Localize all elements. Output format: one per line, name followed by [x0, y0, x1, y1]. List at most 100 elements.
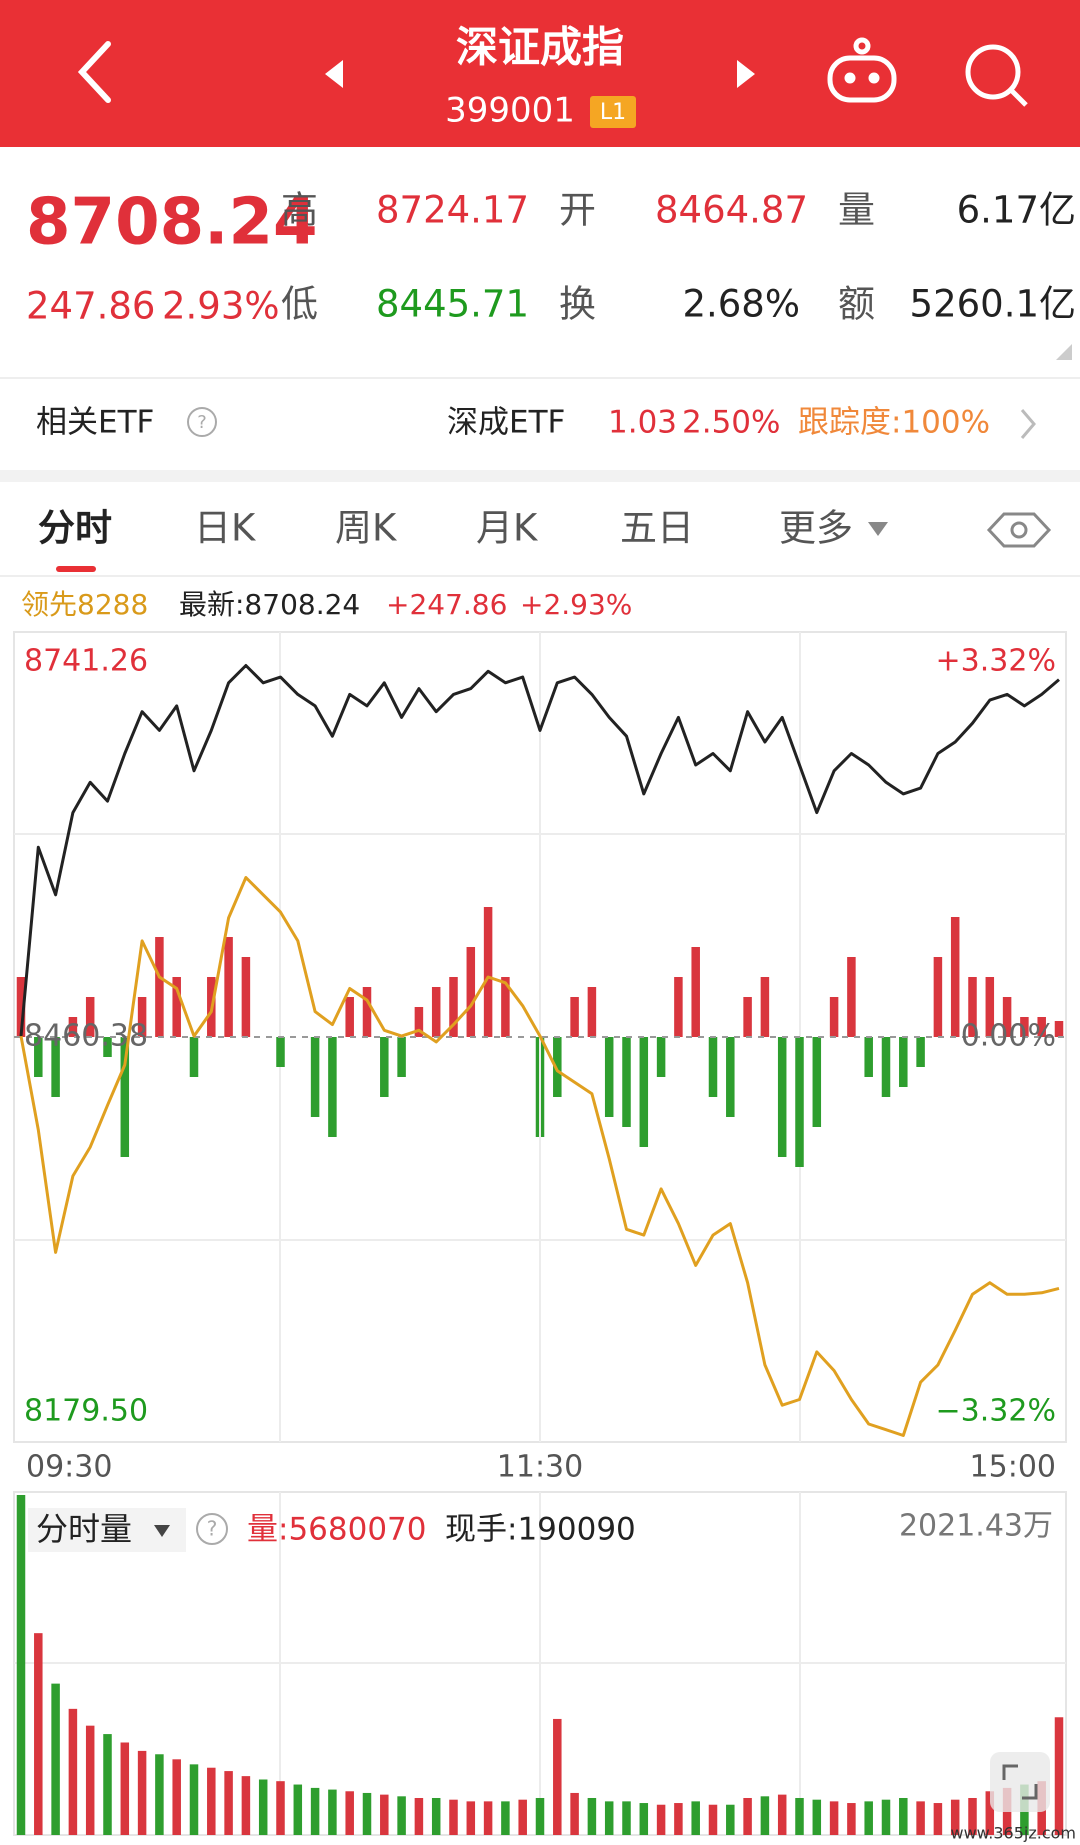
turnover-label: 换 — [559, 283, 596, 326]
open: 8464.87 — [655, 189, 808, 232]
help-icon[interactable] — [187, 407, 217, 437]
badge-bg — [590, 96, 636, 128]
etf-tracking: 跟踪度:100% — [798, 405, 990, 441]
low: 8445.71 — [376, 283, 529, 326]
volume-bar — [881, 1799, 891, 1835]
expand-button[interactable] — [990, 1752, 1050, 1812]
diff-bar — [51, 1037, 60, 1097]
diff-bar — [414, 1007, 424, 1037]
volume-tick-label: 2021.43万 — [899, 1509, 1053, 1544]
volume-bar — [777, 1794, 787, 1835]
back-button[interactable] — [77, 41, 111, 103]
etf-label: 相关ETF — [36, 405, 154, 441]
help-icon[interactable] — [196, 1513, 228, 1545]
expand-icon — [1002, 1764, 1018, 1780]
volume-total: 量:5680070 — [247, 1512, 427, 1548]
header-badge: L1 — [600, 100, 626, 125]
axis-labels: 8179.50 8460.38 8741.26 −3.32% 0.00% +3.32% 09… — [24, 644, 1056, 1544]
volume-bar — [795, 1797, 804, 1835]
diff-bar — [726, 1037, 735, 1117]
diff-bar — [777, 1037, 787, 1157]
diff-bar — [1020, 1017, 1029, 1037]
diff-bar — [1002, 997, 1012, 1037]
diff-bar — [483, 907, 493, 1037]
tab[interactable]: 更多 — [779, 507, 853, 550]
diff-bar — [137, 997, 147, 1037]
header-code: 399001 — [445, 91, 575, 131]
tab[interactable]: 月K — [476, 507, 539, 550]
tab[interactable]: 分时 — [38, 507, 112, 550]
diff-bar — [1037, 1017, 1046, 1037]
turnover: 2.68% — [682, 283, 800, 326]
high-label: 高 — [281, 189, 318, 232]
lines — [14, 632, 1066, 1442]
more-arrow — [868, 522, 888, 536]
help-icon-mark: ? — [197, 412, 207, 433]
volume-bar — [1054, 1717, 1064, 1835]
volume-bar — [829, 1801, 839, 1835]
amount-label: 额 — [838, 283, 875, 326]
volume-bar — [137, 1750, 147, 1835]
chevron[interactable] — [1020, 409, 1036, 439]
diff-bar — [916, 1037, 925, 1067]
diff-bar — [553, 1037, 562, 1097]
prev-button[interactable] — [325, 60, 343, 88]
tab[interactable]: 周K — [335, 507, 398, 550]
settings-icon[interactable] — [986, 512, 1052, 548]
diff-bar — [708, 1037, 718, 1097]
volume-bar — [241, 1776, 251, 1835]
y2-tick-label: −3.32% — [936, 1394, 1056, 1429]
y-tick-label: 8460.38 — [24, 1019, 148, 1054]
volume-bar — [449, 1799, 458, 1835]
diff-bar — [985, 977, 995, 1037]
volume-bar — [293, 1784, 303, 1835]
robot-icon[interactable] — [827, 37, 897, 103]
diff-bar — [1054, 1021, 1064, 1037]
diff-bar — [172, 977, 181, 1037]
volume-title[interactable]: 分时量 — [36, 1510, 132, 1548]
volume-bar — [207, 1767, 216, 1835]
etf-name[interactable]: 深成ETF — [447, 405, 565, 441]
header-bar — [0, 0, 1080, 147]
diff-bar — [241, 957, 251, 1037]
legend-change: +247.86 — [386, 588, 507, 621]
diff-bar — [449, 977, 458, 1037]
volume-bar — [85, 1725, 95, 1835]
diff-bar — [847, 957, 856, 1037]
change-pct: 2.93% — [162, 285, 280, 328]
volume-bar — [864, 1801, 873, 1835]
x-tick-label: 09:30 — [26, 1450, 112, 1485]
volume-bar — [985, 1791, 995, 1835]
diff-bar — [34, 1037, 43, 1077]
series-line — [19, 876, 1060, 1437]
diff-bar — [501, 977, 510, 1037]
volume-bar — [276, 1781, 285, 1835]
tab[interactable]: 日K — [194, 507, 257, 550]
search-icon[interactable] — [965, 44, 1028, 107]
volume-bar — [310, 1787, 320, 1835]
volume-bar — [362, 1792, 372, 1835]
help-icon-mark: ? — [207, 1517, 218, 1541]
legend-leader: 领先8288 — [21, 588, 148, 621]
volume-bar — [120, 1742, 130, 1835]
legend-latest: 最新:8708.24 — [179, 588, 360, 621]
next-button[interactable] — [737, 60, 755, 88]
diff-bar — [899, 1037, 908, 1087]
volume-bar — [691, 1801, 700, 1835]
volume-bar — [224, 1771, 233, 1835]
diff-bar — [362, 987, 372, 1037]
price: 8708.24 — [26, 186, 318, 260]
diff-bar — [189, 1037, 199, 1077]
diff-bar — [85, 997, 95, 1037]
volume-bar — [535, 1797, 545, 1835]
volume-bar — [68, 1708, 78, 1835]
volume-bar — [968, 1797, 977, 1835]
volume-bar — [587, 1797, 597, 1835]
diff-bar — [622, 1037, 631, 1127]
diff-bar — [812, 1037, 822, 1127]
volume-bar — [916, 1801, 925, 1835]
x-tick-label: 11:30 — [497, 1450, 583, 1485]
y2-tick-label: +3.32% — [936, 644, 1056, 679]
volume-bar — [258, 1779, 268, 1835]
tab[interactable]: 五日 — [620, 507, 694, 550]
